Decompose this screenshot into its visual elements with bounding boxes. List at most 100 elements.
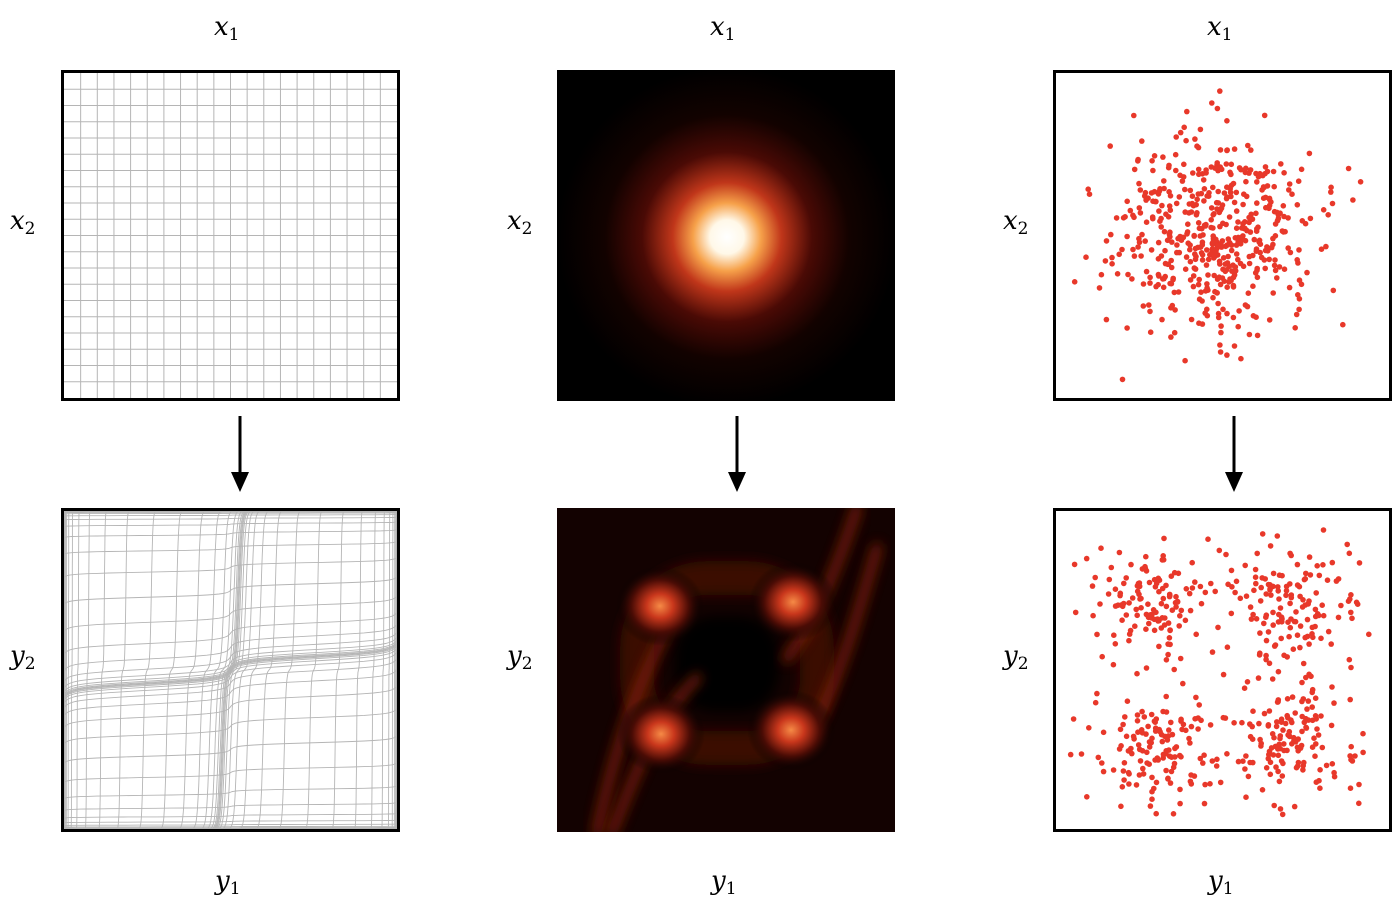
sample-point bbox=[1171, 289, 1178, 296]
sample-point bbox=[1208, 164, 1215, 170]
sample-point bbox=[1247, 759, 1253, 766]
sample-point bbox=[1134, 612, 1140, 619]
sample-point bbox=[1153, 716, 1160, 722]
sample-point bbox=[1331, 700, 1337, 706]
sample-point bbox=[1218, 166, 1225, 173]
sample-point bbox=[1278, 161, 1284, 167]
sample-point bbox=[1190, 273, 1197, 279]
sample-point bbox=[1287, 600, 1293, 607]
sample-point bbox=[1215, 200, 1222, 206]
sample-point bbox=[1108, 564, 1115, 571]
sample-point bbox=[1262, 265, 1268, 272]
sample-point bbox=[1188, 316, 1195, 323]
sample-point bbox=[1225, 236, 1232, 242]
sample-point bbox=[1272, 267, 1279, 274]
sample-point bbox=[1253, 210, 1259, 217]
sample-point bbox=[1268, 592, 1274, 598]
sample-point bbox=[1279, 811, 1286, 818]
sample-point bbox=[1183, 254, 1190, 260]
sample-point bbox=[1174, 242, 1180, 248]
label-sub: 1 bbox=[1221, 25, 1233, 45]
sample-point bbox=[1161, 185, 1167, 192]
sample-point bbox=[1271, 183, 1277, 190]
sample-point bbox=[1187, 778, 1194, 785]
warped-line bbox=[63, 734, 398, 765]
sample-point bbox=[1187, 246, 1193, 253]
sample-point bbox=[1214, 756, 1220, 763]
sample-point bbox=[1166, 189, 1172, 195]
sample-point bbox=[1094, 631, 1100, 638]
sample-point bbox=[1136, 580, 1143, 586]
sample-point bbox=[1133, 606, 1139, 613]
sample-point bbox=[1307, 572, 1314, 578]
sample-point bbox=[1158, 600, 1165, 607]
sample-point bbox=[1198, 717, 1204, 724]
sample-point bbox=[1160, 755, 1166, 761]
sample-point bbox=[1299, 728, 1305, 735]
sample-point bbox=[1318, 246, 1325, 252]
sample-point bbox=[1258, 743, 1264, 749]
sample-point bbox=[1123, 575, 1129, 581]
transformed-samples-plot bbox=[1053, 508, 1392, 832]
sample-point bbox=[1222, 243, 1229, 250]
sample-point bbox=[1267, 587, 1273, 593]
sample-point bbox=[1147, 274, 1153, 281]
label-sub: 1 bbox=[725, 879, 737, 899]
sample-point bbox=[1238, 166, 1244, 173]
sample-point bbox=[1195, 726, 1201, 732]
sample-point bbox=[1150, 215, 1156, 222]
sample-point bbox=[1309, 689, 1315, 696]
sample-point bbox=[1249, 723, 1255, 730]
sample-point bbox=[1269, 676, 1276, 682]
sample-point bbox=[1281, 741, 1287, 747]
sample-point bbox=[1196, 702, 1202, 708]
sample-point bbox=[1155, 757, 1161, 763]
sample-point bbox=[1151, 785, 1157, 792]
sample-point bbox=[1298, 166, 1305, 173]
sample-point bbox=[1284, 696, 1291, 702]
sample-point bbox=[1175, 289, 1182, 295]
sample-point bbox=[1197, 126, 1204, 133]
sample-point bbox=[1271, 802, 1277, 809]
sample-point bbox=[1242, 237, 1249, 244]
sample-point bbox=[1187, 187, 1194, 194]
sample-point bbox=[1105, 591, 1112, 597]
sample-points bbox=[1071, 88, 1364, 383]
warped-line bbox=[63, 706, 398, 746]
sample-point bbox=[1291, 618, 1298, 625]
label-sub: 2 bbox=[1017, 654, 1029, 674]
sample-point bbox=[1237, 241, 1244, 247]
sample-point bbox=[1120, 600, 1127, 607]
sample-point bbox=[1241, 685, 1248, 691]
sample-point bbox=[1220, 714, 1227, 721]
label-base: y bbox=[1208, 866, 1223, 896]
sample-point bbox=[1181, 124, 1187, 131]
sample-point bbox=[1266, 195, 1273, 202]
sample-point bbox=[1159, 738, 1166, 745]
sample-point bbox=[1192, 256, 1199, 263]
warped-line bbox=[214, 510, 251, 830]
sample-point bbox=[1199, 257, 1206, 263]
label-base: x bbox=[710, 12, 725, 42]
sample-point bbox=[1257, 598, 1264, 604]
sample-point bbox=[1156, 273, 1162, 279]
sample-point bbox=[1265, 755, 1272, 762]
sample-point bbox=[1258, 584, 1264, 591]
sample-point bbox=[1233, 189, 1240, 196]
sample-point bbox=[1225, 253, 1231, 260]
sample-point bbox=[1189, 559, 1195, 566]
col2-down-arrow-icon bbox=[728, 416, 746, 492]
sample-point bbox=[1202, 589, 1209, 596]
sample-point bbox=[1138, 605, 1144, 611]
sample-point bbox=[1100, 768, 1107, 775]
warped-line bbox=[159, 510, 184, 830]
label-sub: 1 bbox=[229, 879, 241, 899]
sample-point bbox=[1173, 167, 1179, 174]
sample-point bbox=[1217, 147, 1224, 153]
sample-point bbox=[1108, 231, 1114, 238]
sample-point bbox=[1305, 698, 1312, 704]
sample-point bbox=[1176, 249, 1183, 256]
density-output-panel bbox=[557, 508, 895, 832]
sample-point bbox=[1143, 553, 1149, 560]
sample-point bbox=[1165, 620, 1172, 626]
